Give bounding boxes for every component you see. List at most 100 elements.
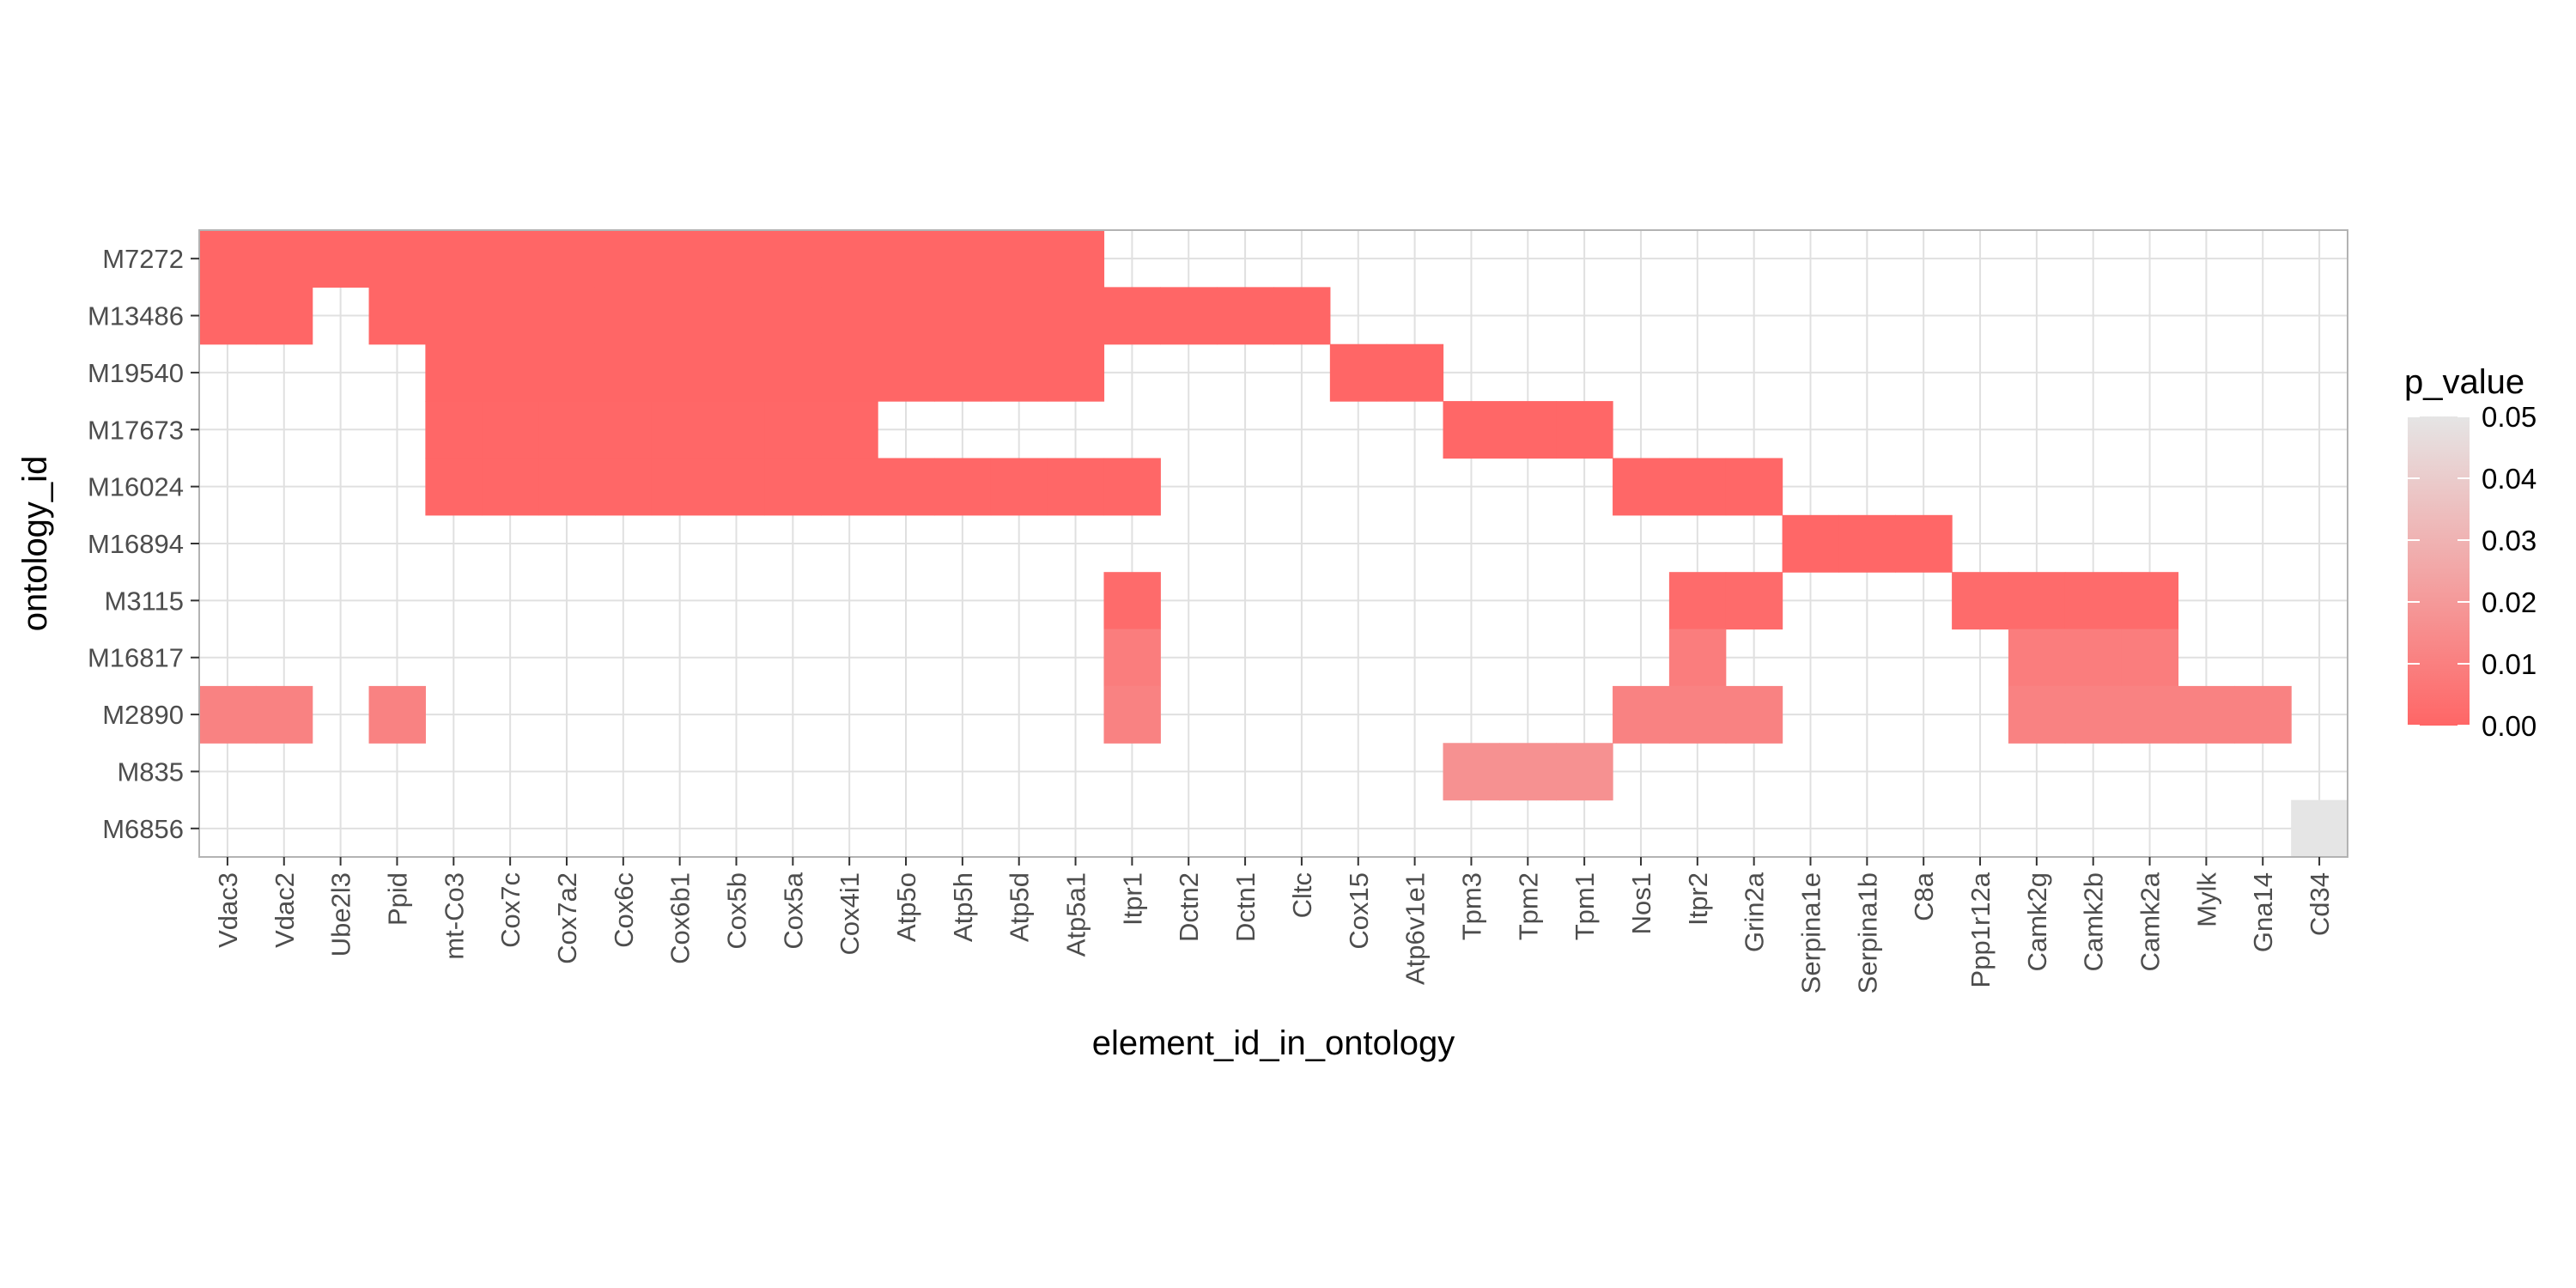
heatmap-cell-M17673-Cox5a	[764, 401, 822, 459]
heatmap-cell-M13486-Dctn1	[1217, 287, 1274, 345]
heatmap-cell-M2890-Vdac3	[199, 685, 257, 744]
heatmap-cell-M835-Tpm2	[1499, 743, 1557, 801]
heatmap-cell-M7272-Cox6c	[594, 230, 653, 288]
heatmap-cell-M7272-Ppid	[368, 230, 426, 288]
x-tick-label: Gna14	[2248, 872, 2278, 952]
heatmap-cell-M13486-Cox7a2	[538, 287, 596, 345]
heatmap-cell-M13486-Atp5d	[990, 287, 1048, 345]
y-tick-label: M13486	[88, 301, 184, 331]
legend: p_value 0.00 0.01 0.02 0.03 0.04 0.05	[2404, 363, 2537, 742]
heatmap-cell-M16024-Cox5b	[708, 458, 766, 516]
heatmap-cell-M16024-Atp5h	[933, 458, 992, 516]
heatmap-cell-M13486-Cox5a	[764, 287, 822, 345]
heatmap-cell-M7272-Cox7a2	[538, 230, 596, 288]
heatmap-cell-M17673-Cox6c	[594, 401, 653, 459]
heatmap-cell-M13486-Atp5a1	[1047, 287, 1105, 345]
heatmap-cell-M7272-Cox4i1	[821, 230, 878, 288]
x-tick-label: Atp5h	[948, 872, 978, 942]
x-tick-label: Atp5a1	[1061, 872, 1091, 957]
heatmap-cell-M16024-Grin2a	[1725, 458, 1783, 516]
x-tick-label: Mylk	[2191, 872, 2221, 927]
heatmap-cell-M13486-Vdac3	[199, 287, 257, 345]
heatmap-cell-M2890-Ppid	[368, 685, 426, 744]
heatmap-cell-M2890-Itpr2	[1668, 685, 1727, 744]
x-tick-label: Itpr2	[1683, 872, 1713, 926]
y-axis-title: ontology_id	[16, 456, 54, 632]
x-tick-label: Cox15	[1344, 872, 1374, 950]
x-tick-label: Serpina1b	[1852, 872, 1882, 993]
heatmap-cell-M13486-Atp5o	[878, 287, 935, 345]
x-tick-label: Cox6b1	[665, 872, 696, 964]
x-tick-label: Vdac3	[213, 872, 243, 948]
heatmap-cell-M7272-Ube2l3	[312, 230, 370, 288]
x-tick-label: Atp5o	[891, 872, 921, 942]
heatmap-cell-M7272-Vdac2	[255, 230, 313, 288]
heatmap-cell-M16894-Serpina1e	[1782, 514, 1840, 573]
y-tick-label: M16024	[88, 472, 184, 502]
heatmap-cell-M19540-Cox6b1	[651, 343, 709, 402]
y-tick-label: M19540	[88, 358, 184, 388]
x-tick-label: Cox5a	[778, 872, 808, 949]
heatmap-cell-M13486-Cox5b	[708, 287, 766, 345]
heatmap-cell-M16024-Cox5a	[764, 458, 822, 516]
heatmap-cell-M7272-Atp5o	[878, 230, 935, 288]
heatmap-cell-M13486-Cox7c	[482, 287, 539, 345]
heatmap-cell-M17673-mt-Co3	[425, 401, 483, 459]
heatmap-cell-M7272-Atp5a1	[1047, 230, 1105, 288]
heatmap-cell-M3115-Itpr1	[1103, 572, 1161, 630]
heatmap-cell-M17673-Tpm3	[1443, 401, 1500, 459]
heatmap-cell-M19540-Atp5a1	[1047, 343, 1105, 402]
heatmap-cell-M2890-Gna14	[2234, 685, 2292, 744]
heatmap-cell-M16024-Nos1	[1613, 458, 1670, 516]
heatmap-cell-M835-Tpm1	[1556, 743, 1613, 801]
heatmap-cell-M13486-Cox4i1	[821, 287, 878, 345]
heatmap-cell-M13486-Cox6b1	[651, 287, 709, 345]
heatmap-cell-M13486-Cox6c	[594, 287, 653, 345]
heatmap-cell-M19540-Cox5b	[708, 343, 766, 402]
heatmap-cell-M16024-Cox7a2	[538, 458, 596, 516]
heatmap-cell-M16894-C8a	[1895, 514, 1953, 573]
x-tick-label: Itpr1	[1117, 872, 1147, 926]
legend-tick-label: 0.01	[2482, 648, 2537, 680]
x-axis-title: element_id_in_ontology	[1092, 1024, 1455, 1062]
heatmap-cell-M19540-Cox15	[1329, 343, 1388, 402]
heatmap-cell-M19540-Atp5d	[990, 343, 1048, 402]
heatmap-cell-M17673-Cox5b	[708, 401, 766, 459]
heatmap-cell-M19540-Cox5a	[764, 343, 822, 402]
heatmap-cell-M3115-Camk2g	[2008, 572, 2066, 630]
heatmap-cell-M7272-Cox5b	[708, 230, 766, 288]
heatmap-cell-M19540-Cox4i1	[821, 343, 878, 402]
heatmap-cell-M19540-Atp5h	[933, 343, 992, 402]
x-tick-label: C8a	[1909, 872, 1939, 921]
x-tick-label: Camk2b	[2079, 872, 2109, 971]
heatmap-cell-M2890-Mylk	[2178, 685, 2235, 744]
legend-colorbar	[2408, 416, 2470, 726]
heatmap-cell-M7272-Vdac3	[199, 230, 257, 288]
heatmap-cell-M6856-Cd34	[2291, 799, 2348, 858]
heatmap-cell-M19540-Cox7c	[482, 343, 539, 402]
x-tick-label: Dctn1	[1230, 872, 1261, 942]
x-axis-ticks: Vdac3 Vdac2 Ube2l3 Ppid mt-Co3 Cox7c Cox7a2 Cox…	[213, 857, 2335, 993]
y-tick-label: M16817	[88, 643, 184, 673]
heatmap-cell-M13486-mt-Co3	[425, 287, 483, 345]
heatmap-cell-M3115-Camk2a	[2121, 572, 2179, 630]
heatmap-cells	[199, 230, 2348, 858]
heatmap-cell-M13486-Ppid	[368, 287, 426, 345]
x-tick-label: Tpm3	[1456, 872, 1486, 940]
heatmap-cell-M16024-Itpr1	[1103, 458, 1161, 516]
heatmap-cell-M3115-Itpr2	[1668, 572, 1727, 630]
heatmap-cell-M16024-Itpr2	[1668, 458, 1727, 516]
x-tick-label: Tpm1	[1570, 872, 1600, 940]
heatmap-cell-M13486-Dctn2	[1160, 287, 1218, 345]
heatmap-cell-M19540-Cox6c	[594, 343, 653, 402]
heatmap-cell-M17673-Cox7c	[482, 401, 539, 459]
legend-tick-label: 0.00	[2482, 710, 2537, 742]
x-tick-label: Grin2a	[1740, 872, 1770, 952]
heatmap-cell-M16024-Atp5a1	[1047, 458, 1105, 516]
x-tick-label: Cox7a2	[552, 872, 582, 964]
heatmap-cell-M7272-Atp5d	[990, 230, 1048, 288]
heatmap-cell-M3115-Camk2b	[2064, 572, 2123, 630]
heatmap-cell-M3115-Grin2a	[1725, 572, 1783, 630]
heatmap-cell-M13486-Atp5h	[933, 287, 992, 345]
